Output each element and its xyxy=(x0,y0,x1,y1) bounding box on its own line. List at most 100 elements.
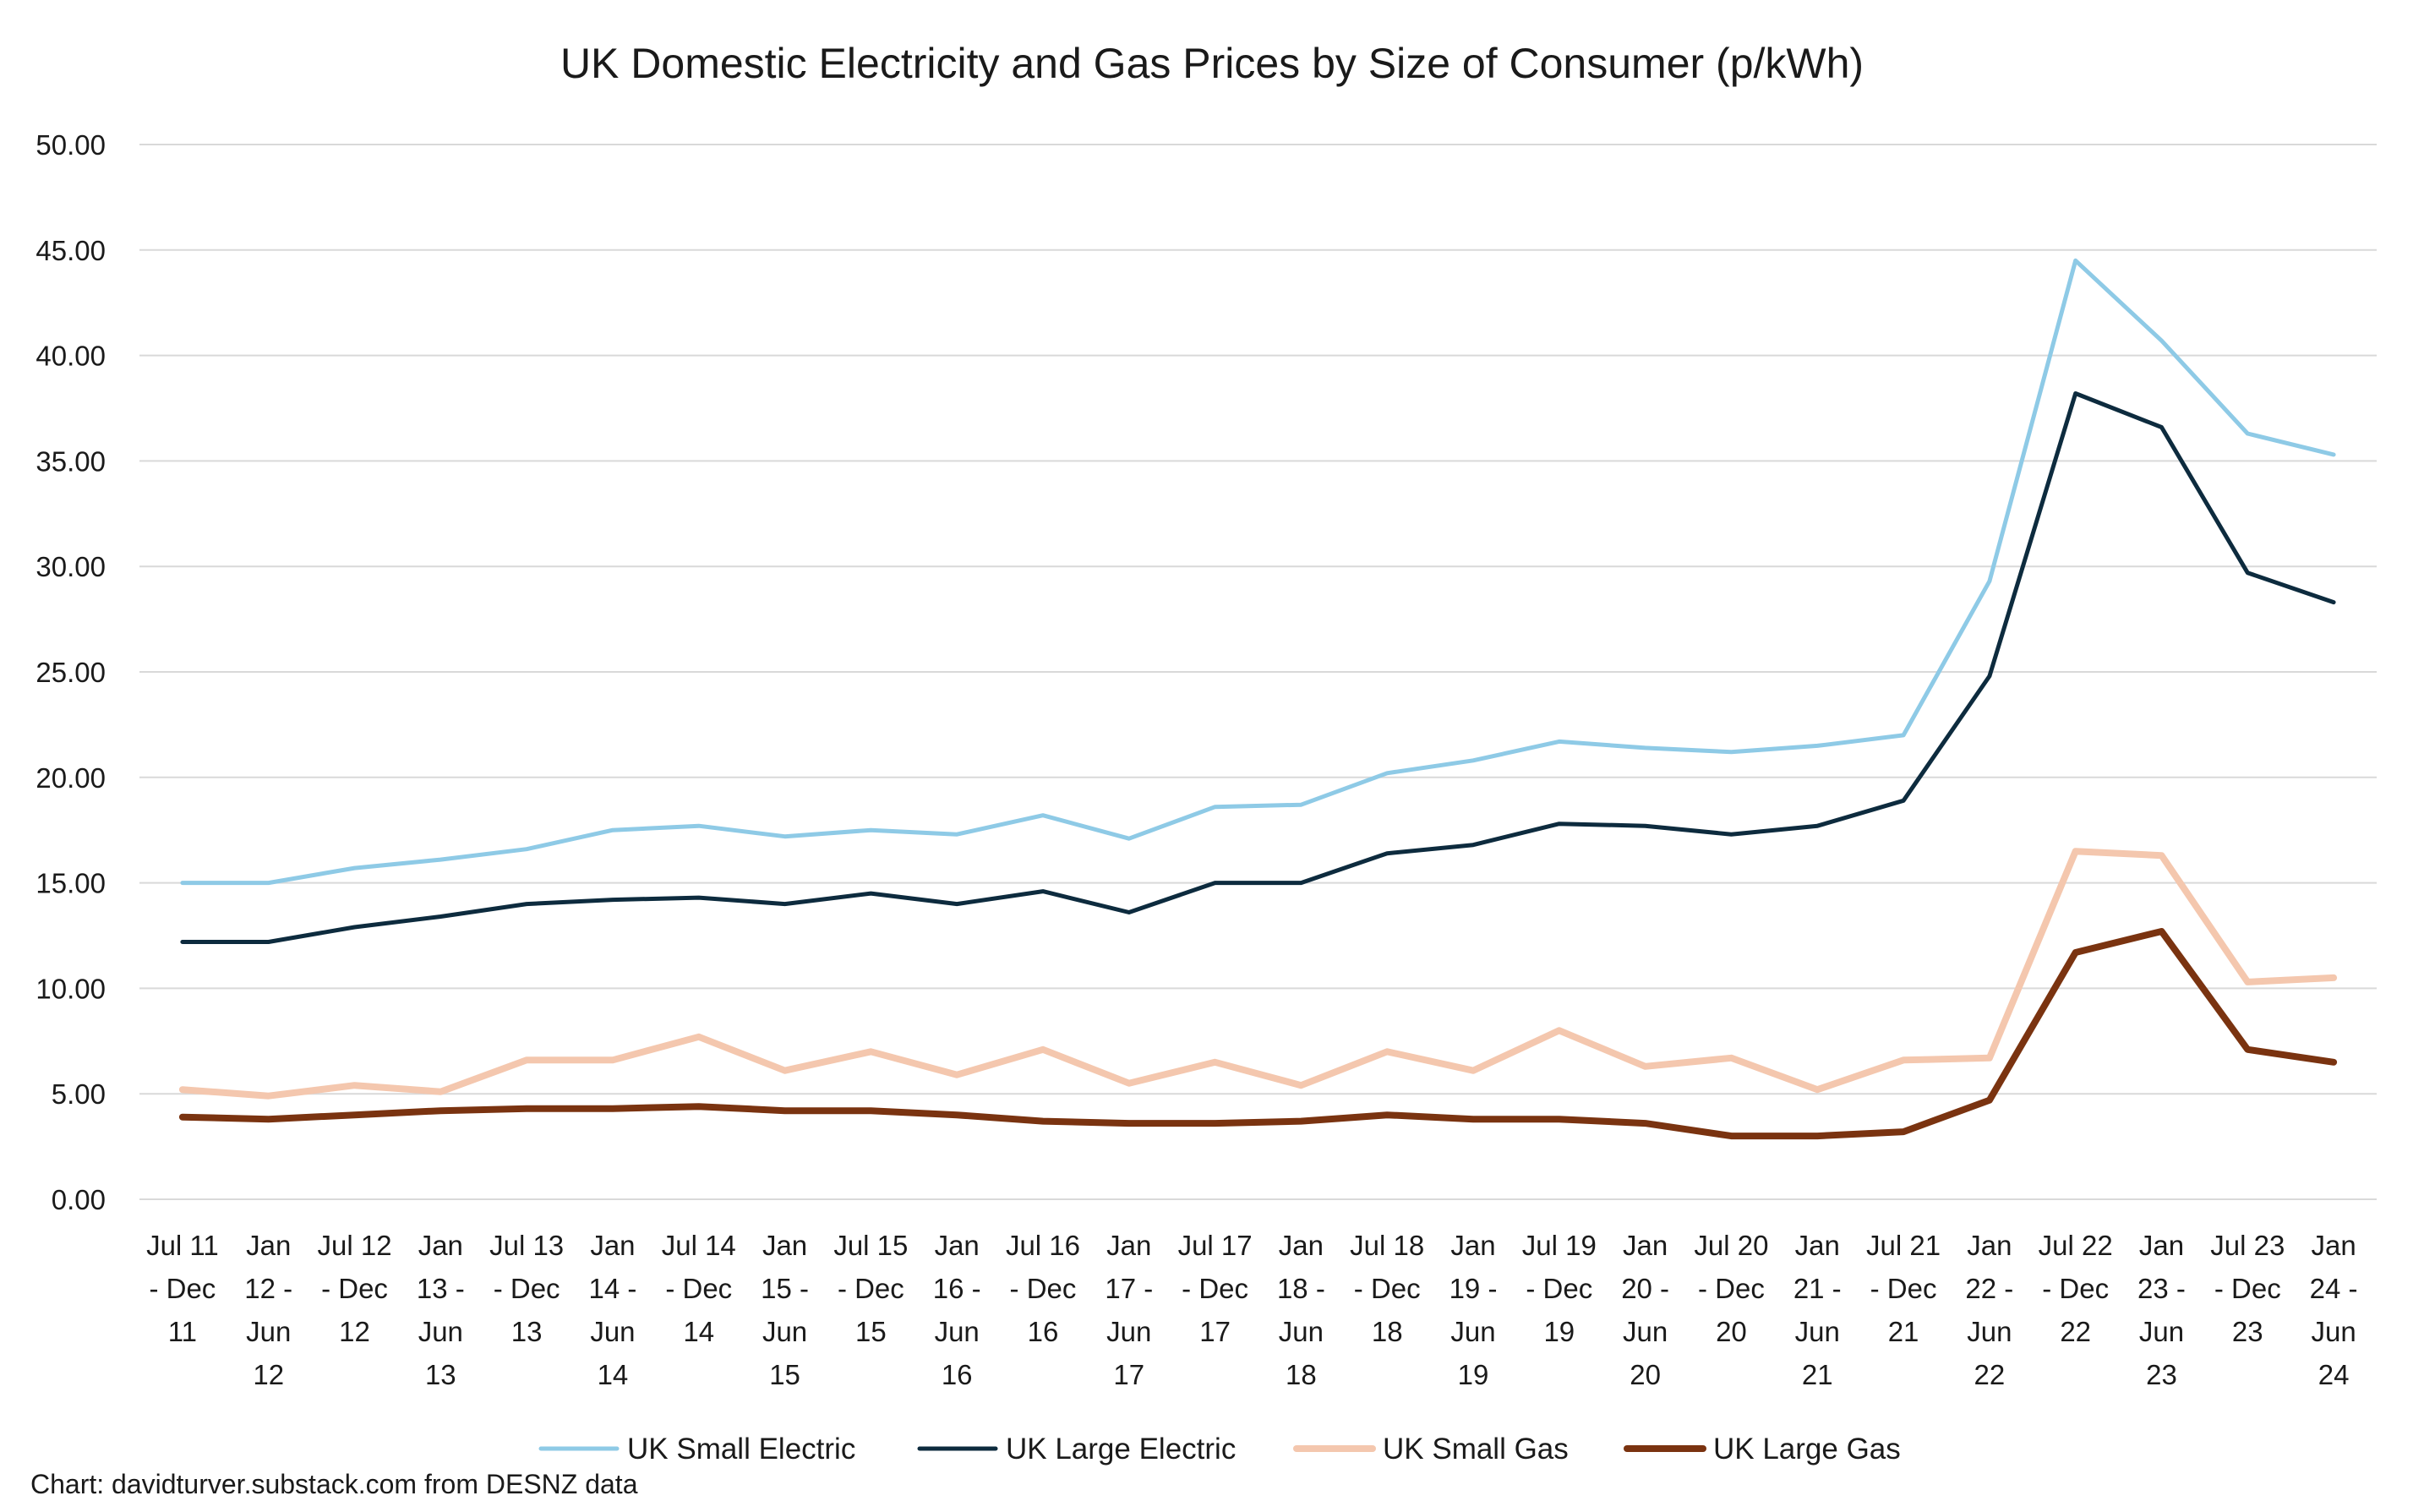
x-tick-label-line: 19 - xyxy=(1449,1273,1498,1304)
x-tick-label: Jan 15 - Jun 15 xyxy=(761,1230,809,1390)
x-tick-label-line: - Dec xyxy=(321,1273,388,1304)
series-line-uk-large-gas xyxy=(178,928,2338,1140)
x-tick-label-line: Jul 22 xyxy=(2039,1230,2113,1261)
gridlines xyxy=(139,144,2377,1200)
x-tick-label: Jan 20 - Jun 20 xyxy=(1621,1230,1669,1390)
x-tick-label-line: Jan xyxy=(1279,1230,1324,1261)
y-tick-label: 10.00 xyxy=(35,973,106,1004)
x-tick-label-line: 23 xyxy=(2146,1359,2177,1390)
x-tick-label-line: 12 xyxy=(253,1359,284,1390)
x-tick-label-line: 21 - xyxy=(1793,1273,1842,1304)
x-tick-label-line: 23 - xyxy=(2137,1273,2186,1304)
x-tick-label: Jul 22 - Dec 22 xyxy=(2039,1230,2113,1347)
x-tick-label-line: Jan xyxy=(2139,1230,2184,1261)
x-tick-label-line: - Dec xyxy=(1870,1273,1937,1304)
x-tick-label-line: 14 xyxy=(598,1359,629,1390)
x-tick-label-line: - Dec xyxy=(2214,1273,2281,1304)
y-tick-label: 30.00 xyxy=(35,551,106,582)
x-tick-label-line: Jun xyxy=(1106,1316,1151,1347)
x-tick-label-line: 18 - xyxy=(1277,1273,1325,1304)
x-tick-label: Jan 18 - Jun 18 xyxy=(1277,1230,1325,1390)
x-tick-label-line: 19 xyxy=(1543,1316,1575,1347)
x-tick-label-line: Jan xyxy=(246,1230,291,1261)
x-tick-label-line: Jan xyxy=(1967,1230,2012,1261)
x-tick-label-line: 11 xyxy=(168,1316,197,1347)
x-tick-label-line: - Dec xyxy=(1698,1273,1765,1304)
x-tick-label: Jul 12 - Dec 12 xyxy=(317,1230,391,1347)
series-line-uk-small-electric xyxy=(180,258,2336,886)
x-tick-label-line: - Dec xyxy=(2042,1273,2109,1304)
x-tick-label-line: 17 xyxy=(1199,1316,1231,1347)
x-tick-label: Jan 12 - Jun 12 xyxy=(244,1230,292,1390)
x-tick-label-line: - Dec xyxy=(665,1273,732,1304)
x-tick-label-line: 17 - xyxy=(1105,1273,1153,1304)
legend-label: UK Large Gas xyxy=(1713,1433,1901,1466)
x-tick-label-line: 21 xyxy=(1802,1359,1833,1390)
x-tick-label: Jan 21 - Jun 21 xyxy=(1793,1230,1842,1390)
x-tick-label: Jan 14 - Jun 14 xyxy=(589,1230,637,1390)
y-axis-ticks: 0.00 5.00 10.00 15.00 20.00 25.00 30.00 35.00 40… xyxy=(35,129,106,1215)
x-tick-label: Jul 16 - Dec 16 xyxy=(1006,1230,1080,1347)
x-tick-label-line: Jan xyxy=(418,1230,463,1261)
x-tick-label-line: Jul 16 xyxy=(1006,1230,1080,1261)
x-tick-label-line: Jul 18 xyxy=(1350,1230,1424,1261)
x-tick-label: Jul 21 - Dec 21 xyxy=(1866,1230,1941,1347)
x-tick-label-line: 18 xyxy=(1372,1316,1403,1347)
x-tick-label: Jul 18 - Dec 18 xyxy=(1350,1230,1424,1347)
x-tick-label-line: Jan xyxy=(2311,1230,2356,1261)
legend-label: UK Small Electric xyxy=(627,1433,855,1466)
x-tick-label: Jul 15 - Dec 15 xyxy=(833,1230,908,1347)
series-lines xyxy=(178,258,2338,1140)
x-tick-label: Jul 11 - Dec 11 xyxy=(146,1230,219,1347)
x-tick-label-line: - Dec xyxy=(838,1273,904,1304)
y-tick-label: 25.00 xyxy=(35,657,106,688)
x-tick-label-line: 16 - xyxy=(933,1273,981,1304)
x-tick-label-line: 20 - xyxy=(1621,1273,1669,1304)
x-tick-label-line: - Dec xyxy=(494,1273,560,1304)
x-tick-label-line: 20 xyxy=(1716,1316,1747,1347)
x-tick-label-line: Jul 21 xyxy=(1866,1230,1941,1261)
x-tick-label-line: 16 xyxy=(1028,1316,1059,1347)
x-tick-label: Jul 13 - Dec 13 xyxy=(489,1230,564,1347)
x-tick-label-line: Jun xyxy=(1623,1316,1668,1347)
x-tick-label-line: Jul 13 xyxy=(489,1230,564,1261)
x-tick-label-line: 15 xyxy=(855,1316,887,1347)
x-tick-label: Jul 23 - Dec 23 xyxy=(2210,1230,2285,1347)
x-tick-label-line: - Dec xyxy=(149,1273,216,1304)
series-line-uk-small-gas xyxy=(178,848,2338,1100)
x-tick-label-line: Jul 20 xyxy=(1694,1230,1768,1261)
chart-title: UK Domestic Electricity and Gas Prices b… xyxy=(560,40,1864,87)
x-tick-label-line: 18 xyxy=(1286,1359,1317,1390)
x-tick-label-line: 23 xyxy=(2232,1316,2263,1347)
x-tick-label-line: Jan xyxy=(1623,1230,1668,1261)
y-tick-label: 5.00 xyxy=(52,1078,106,1110)
x-tick-label-line: 15 xyxy=(769,1359,800,1390)
y-tick-label: 35.00 xyxy=(35,445,106,477)
x-tick-label-line: 19 xyxy=(1458,1359,1489,1390)
x-tick-label-line: 17 xyxy=(1113,1359,1144,1390)
x-tick-label-line: Jan xyxy=(762,1230,807,1261)
x-tick-label: Jan 19 - Jun 19 xyxy=(1449,1230,1498,1390)
x-tick-label-line: Jan xyxy=(935,1230,980,1261)
y-tick-label: 15.00 xyxy=(35,868,106,899)
y-tick-label: 20.00 xyxy=(35,762,106,794)
x-tick-label-line: - Dec xyxy=(1182,1273,1248,1304)
x-tick-label: Jan 24 - Jun 24 xyxy=(2310,1230,2358,1390)
x-tick-label-line: Jun xyxy=(1795,1316,1840,1347)
x-tick-label-line: 13 xyxy=(425,1359,456,1390)
x-tick-label-line: Jul 15 xyxy=(833,1230,908,1261)
x-tick-label-line: Jul 12 xyxy=(317,1230,391,1261)
x-tick-label: Jan 16 - Jun 16 xyxy=(933,1230,981,1390)
x-tick-label-line: 22 - xyxy=(1965,1273,2013,1304)
x-tick-label-line: Jan xyxy=(1450,1230,1495,1261)
legend-label: UK Large Electric xyxy=(1006,1433,1236,1466)
x-tick-label-line: 16 xyxy=(942,1359,973,1390)
x-tick-label-line: 22 xyxy=(1974,1359,2006,1390)
chart-footnote: Chart: davidturver.substack.com from DES… xyxy=(30,1469,638,1499)
x-tick-label-line: 13 xyxy=(511,1316,543,1347)
x-tick-label: Jul 14 - Dec 14 xyxy=(662,1230,736,1347)
x-tick-label-line: Jul 19 xyxy=(1522,1230,1597,1261)
